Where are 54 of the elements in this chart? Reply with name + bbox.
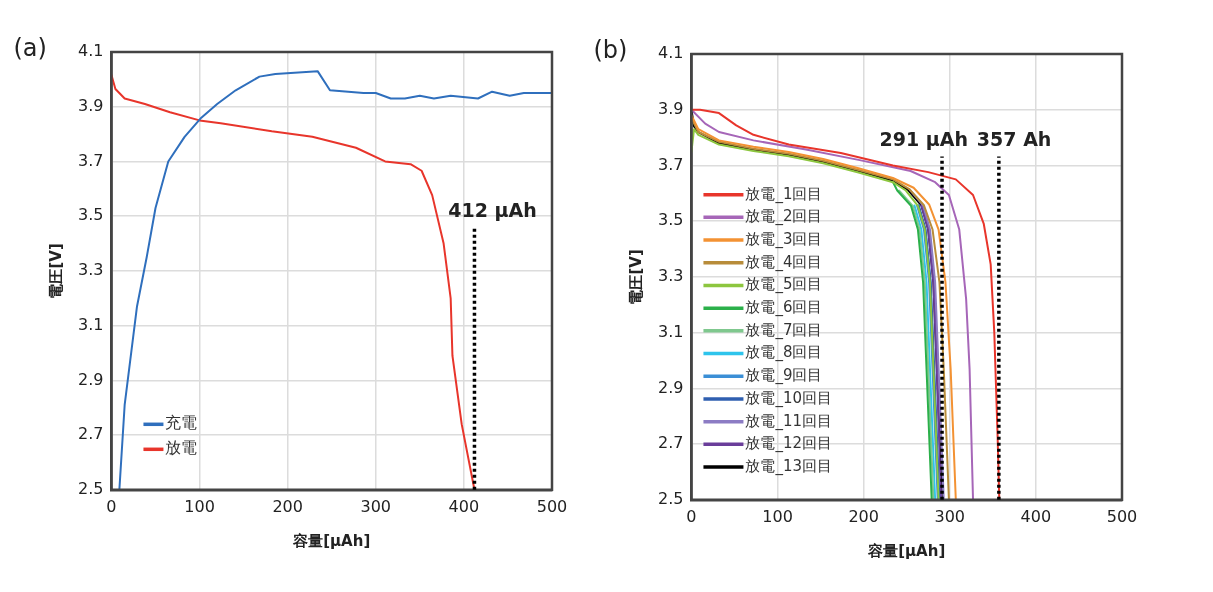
legend-label: 放電_9回目 [745, 366, 823, 386]
y-tick-label: 3.7 [657, 154, 684, 174]
y-tick-label: 3.1 [657, 321, 684, 341]
ref-line-label: 357 Ah [976, 127, 1052, 150]
legend-label: 放電_13回目 [745, 456, 833, 476]
legend-label: 放電_3回目 [745, 229, 823, 249]
x-tick-label: 500 [1106, 506, 1138, 526]
y-tick-label: 4.1 [657, 43, 684, 63]
y-tick-label: 2.7 [657, 433, 684, 453]
legend-label: 充電 [165, 413, 198, 433]
y-axis-title: 電圧[V] [626, 249, 645, 305]
x-tick-label: 200 [272, 496, 303, 516]
y-tick-label: 2.9 [657, 377, 684, 397]
legend-label: 放電_4回目 [745, 252, 823, 272]
legend-label: 放電_12回目 [745, 434, 833, 454]
y-tick-label: 3.5 [77, 205, 104, 225]
chart-title: (b) [593, 36, 628, 65]
y-tick-label: 3.5 [657, 210, 684, 230]
x-tick-label: 0 [106, 496, 117, 516]
x-tick-label: 400 [1020, 506, 1052, 526]
y-tick-label: 3.9 [657, 98, 684, 118]
legend-label: 放電_6回目 [745, 298, 823, 318]
legend-label: 放電_10回目 [745, 388, 833, 408]
x-tick-label: 100 [184, 496, 215, 516]
x-tick-label: 0 [686, 506, 697, 526]
ref-line-label: 291 μAh [879, 127, 969, 150]
x-tick-label: 200 [848, 506, 879, 526]
x-tick-label: 300 [360, 496, 392, 516]
x-axis-title: 容量[μAh] [292, 531, 371, 550]
legend-label: 放電 [165, 438, 198, 458]
y-tick-label: 3.1 [77, 314, 104, 334]
y-tick-label: 4.1 [77, 41, 104, 61]
y-axis-title: 電圧[V] [46, 243, 65, 299]
x-tick-label: 100 [762, 506, 793, 526]
y-tick-label: 3.3 [657, 266, 684, 286]
ref-line-label: 412 μAh [448, 198, 537, 221]
legend-label: 放電_8回目 [745, 343, 823, 363]
legend-label: 放電_1回目 [745, 184, 823, 204]
legend-label: 放電_2回目 [745, 207, 823, 227]
chart-title: (a) [13, 34, 47, 63]
x-axis-title: 容量[μAh] [867, 541, 946, 560]
legend-label: 放電_11回目 [745, 411, 833, 431]
y-tick-label: 2.5 [77, 478, 104, 498]
y-tick-label: 2.5 [657, 488, 684, 508]
y-tick-label: 3.9 [77, 95, 104, 115]
y-tick-label: 2.7 [77, 424, 104, 444]
x-tick-label: 400 [448, 496, 480, 516]
legend-label: 放電_5回目 [745, 275, 823, 295]
x-tick-label: 300 [934, 506, 966, 526]
legend-label: 放電_7回目 [745, 320, 823, 340]
y-tick-label: 2.9 [77, 369, 104, 389]
y-tick-label: 3.7 [77, 150, 104, 170]
x-tick-label: 500 [536, 496, 568, 516]
y-tick-label: 3.3 [77, 260, 104, 280]
